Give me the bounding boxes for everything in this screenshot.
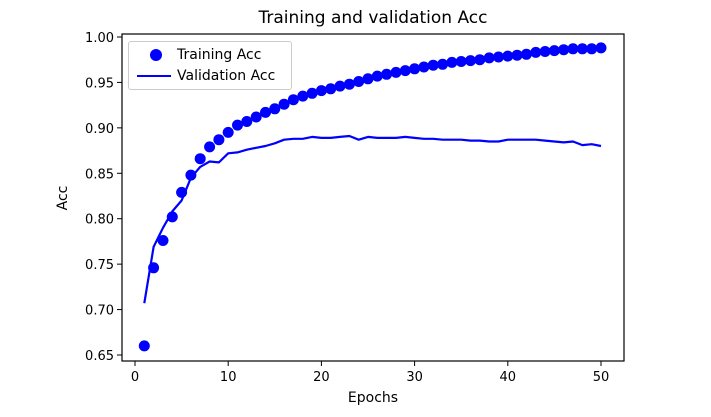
x-tick-label: 20 bbox=[313, 370, 330, 385]
training-acc-point bbox=[334, 80, 346, 92]
training-acc-point bbox=[325, 83, 337, 95]
training-acc-point bbox=[213, 134, 225, 146]
x-axis-ticks: 0 10 20 30 40 50 bbox=[131, 361, 609, 385]
training-acc-point bbox=[241, 116, 253, 127]
y-tick-label: 0.90 bbox=[85, 122, 114, 137]
training-acc-point bbox=[260, 106, 271, 118]
y-tick-label: 0.95 bbox=[85, 76, 114, 91]
training-acc-point bbox=[176, 186, 188, 198]
x-tick-label: 10 bbox=[220, 370, 237, 385]
training-acc-point bbox=[595, 42, 607, 54]
training-acc-point bbox=[558, 44, 570, 56]
training-acc-point bbox=[232, 119, 243, 131]
training-acc-point bbox=[474, 54, 486, 66]
training-acc-point bbox=[418, 61, 430, 73]
training-acc-point bbox=[502, 50, 514, 62]
chart-title: Training and validation Acc bbox=[258, 8, 488, 28]
training-acc-point bbox=[148, 262, 160, 274]
training-acc-point bbox=[306, 87, 318, 99]
training-acc-point bbox=[548, 45, 560, 57]
training-acc-point bbox=[539, 46, 551, 57]
y-tick-label: 0.85 bbox=[85, 167, 114, 182]
legend-label: Validation Acc bbox=[177, 68, 276, 84]
training-acc-point bbox=[455, 56, 467, 67]
x-tick-label: 50 bbox=[593, 370, 610, 385]
x-tick-label: 30 bbox=[406, 370, 423, 385]
training-acc-point bbox=[511, 49, 523, 61]
y-tick-label: 0.70 bbox=[85, 304, 114, 319]
y-tick-label: 0.80 bbox=[85, 213, 114, 228]
training-acc-point bbox=[446, 56, 458, 68]
plot-area bbox=[138, 42, 607, 352]
training-acc-point bbox=[194, 153, 206, 165]
training-acc-point bbox=[157, 235, 169, 246]
training-acc-point bbox=[567, 43, 579, 55]
x-tick-label: 40 bbox=[500, 370, 517, 385]
training-acc-point bbox=[409, 63, 421, 75]
legend-label: Training Acc bbox=[177, 47, 262, 63]
y-axis-label: Acc bbox=[55, 185, 71, 211]
line-marker-icon bbox=[137, 75, 171, 77]
training-acc-point bbox=[278, 98, 290, 110]
training-acc-point bbox=[287, 94, 299, 106]
x-tick-label: 0 bbox=[131, 370, 139, 385]
training-acc-point bbox=[530, 46, 542, 58]
y-tick-label: 1.00 bbox=[85, 31, 114, 46]
dot-marker-icon bbox=[150, 49, 162, 61]
training-acc-point bbox=[250, 111, 262, 123]
training-acc-point bbox=[138, 340, 150, 352]
training-acc-point bbox=[269, 103, 281, 115]
training-acc-point bbox=[353, 76, 365, 87]
training-acc-point bbox=[185, 169, 197, 181]
training-acc-point bbox=[586, 43, 598, 55]
x-axis-label: Epochs bbox=[347, 390, 399, 406]
training-acc-point bbox=[297, 90, 309, 102]
y-tick-label: 0.65 bbox=[85, 349, 114, 364]
validation-acc-line bbox=[143, 134, 602, 304]
training-acc-point bbox=[520, 48, 532, 60]
training-acc-point bbox=[437, 58, 449, 70]
training-acc-point bbox=[381, 68, 393, 80]
y-axis-ticks: 0.65 0.70 0.75 0.80 0.85 0.90 0.95 1.00 bbox=[85, 31, 122, 364]
training-acc-point bbox=[343, 78, 355, 90]
y-tick-label: 0.75 bbox=[85, 258, 114, 273]
training-acc-point bbox=[222, 126, 234, 138]
training-acc-point bbox=[483, 52, 495, 64]
training-acc-point bbox=[493, 51, 504, 63]
training-acc-point bbox=[390, 66, 402, 78]
training-acc-point bbox=[371, 70, 383, 82]
training-acc-point bbox=[362, 73, 374, 85]
training-acc-point bbox=[427, 59, 439, 71]
training-acc-point bbox=[576, 43, 588, 55]
axes-frame bbox=[121, 33, 625, 362]
legend: Training Acc Validation Acc bbox=[128, 41, 292, 90]
training-acc-point bbox=[399, 65, 411, 77]
training-acc-point bbox=[315, 85, 327, 97]
training-acc-point bbox=[204, 141, 216, 153]
training-acc-point bbox=[465, 55, 476, 67]
training-acc-point bbox=[166, 211, 178, 223]
